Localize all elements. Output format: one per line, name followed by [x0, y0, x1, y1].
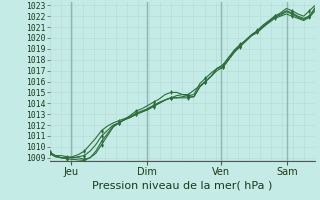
X-axis label: Pression niveau de la mer( hPa ): Pression niveau de la mer( hPa ): [92, 181, 273, 191]
